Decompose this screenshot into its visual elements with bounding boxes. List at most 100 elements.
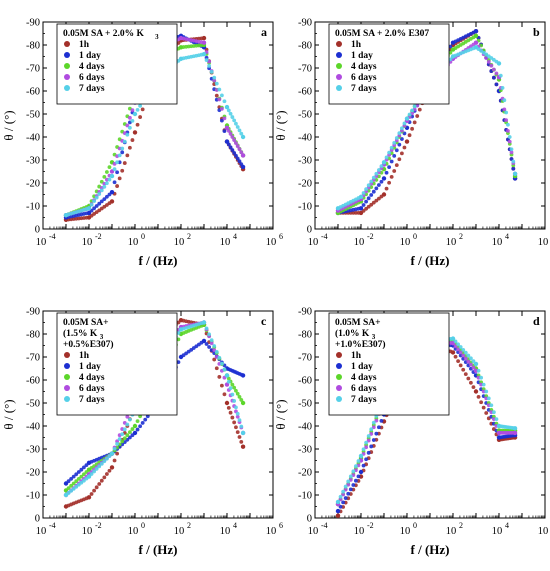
data-point-interp — [461, 367, 466, 372]
x-tick-label: 10 — [82, 237, 93, 248]
data-point — [109, 173, 115, 179]
y-tick-label: -10 — [26, 491, 40, 502]
data-point-interp — [364, 199, 369, 204]
legend-title-line: 0.05M SA+ — [335, 318, 381, 328]
data-point-interp — [235, 411, 240, 416]
x-tick-exponent: -2 — [367, 521, 374, 530]
data-point-interp — [115, 184, 120, 188]
data-point-interp — [230, 392, 235, 397]
data-point-interp — [99, 188, 104, 193]
data-point-interp — [92, 469, 97, 474]
data-point-interp — [481, 405, 486, 410]
data-point — [358, 194, 364, 199]
x-tick-exponent: 0 — [141, 232, 145, 241]
data-point-interp — [504, 110, 509, 115]
data-point-interp — [361, 447, 366, 452]
data-point-interp — [112, 446, 117, 451]
data-point — [86, 206, 92, 211]
y-tick-label: -70 — [298, 64, 312, 75]
y-tick-label: -80 — [298, 41, 312, 52]
data-point-interp — [407, 133, 412, 138]
legend-entry: 1h — [79, 351, 90, 361]
data-point-interp — [502, 107, 507, 112]
data-point-interp — [376, 168, 381, 172]
data-point-interp — [371, 425, 376, 430]
data-point-interp — [410, 108, 415, 113]
data-point-interp — [94, 204, 99, 208]
data-point — [473, 29, 479, 34]
data-point-interp — [125, 422, 130, 427]
legend-entry: 7 days — [351, 395, 377, 405]
y-tick-label: -90 — [298, 18, 312, 29]
data-point-interp — [226, 108, 231, 113]
legend-marker — [64, 363, 70, 369]
x-tick-label: 10 — [446, 526, 457, 537]
data-point-interp — [230, 382, 235, 387]
x-tick-label: 10 — [354, 526, 365, 537]
data-point-interp — [226, 128, 231, 133]
data-point-interp — [79, 474, 84, 479]
data-point-interp — [212, 75, 217, 80]
legend-marker — [64, 41, 70, 47]
x-axis-label: f / (Hz) — [411, 253, 450, 268]
y-tick-label: -10 — [26, 202, 40, 213]
data-point — [240, 444, 246, 449]
data-point-interp — [219, 106, 224, 111]
data-point — [109, 199, 115, 204]
data-point-interp — [494, 417, 499, 421]
data-point-interp — [491, 410, 496, 415]
y-tick-label: -60 — [26, 87, 40, 98]
data-point-interp — [130, 108, 135, 113]
data-point — [240, 400, 246, 406]
x-tick-label: 10 — [492, 526, 503, 537]
data-point — [404, 116, 410, 121]
x-tick-exponent: 0 — [413, 521, 417, 530]
y-tick-label: -80 — [26, 41, 40, 52]
data-point-interp — [239, 131, 244, 136]
data-point-interp — [135, 419, 140, 424]
x-tick-exponent: 2 — [187, 521, 191, 530]
data-point-interp — [461, 347, 466, 352]
legend-entry: 6 days — [351, 384, 377, 394]
data-point-interp — [217, 355, 222, 360]
data-point-interp — [384, 186, 389, 191]
x-tick-label: 10 — [266, 237, 277, 248]
data-point — [358, 453, 364, 459]
data-point-interp — [394, 136, 399, 140]
data-point-interp — [212, 78, 217, 83]
data-point-interp — [453, 354, 458, 359]
data-point-interp — [237, 159, 242, 164]
y-tick-label: -70 — [298, 353, 312, 364]
data-point-interp — [374, 171, 379, 176]
data-point-interp — [237, 128, 242, 133]
data-point-interp — [234, 121, 238, 126]
data-point-interp — [104, 170, 109, 174]
data-point-interp — [232, 118, 237, 123]
data-point-interp — [458, 345, 463, 349]
data-point-interp — [376, 183, 381, 187]
legend-entry: 4 days — [79, 62, 105, 72]
data-point-interp — [468, 362, 473, 367]
data-point-interp — [448, 57, 453, 62]
data-point-interp — [484, 389, 489, 394]
legend-marker — [336, 85, 342, 91]
data-point-interp — [219, 361, 224, 366]
data-point — [240, 430, 246, 436]
data-point — [335, 508, 341, 514]
y-tick-label: -50 — [26, 110, 40, 121]
data-point-interp — [366, 183, 371, 188]
data-point-interp — [364, 440, 369, 445]
data-point-interp — [135, 108, 140, 112]
data-point-interp — [89, 472, 94, 476]
data-point-interp — [125, 132, 130, 137]
data-point-interp — [66, 479, 71, 484]
data-point — [201, 35, 207, 41]
data-point-interp — [176, 41, 181, 45]
legend-entry: 4 days — [351, 62, 377, 72]
data-point-interp — [127, 417, 132, 422]
data-point-interp — [104, 181, 109, 186]
x-tick-label: 10 — [308, 526, 319, 537]
data-point-interp — [120, 150, 125, 155]
y-tick-label: -90 — [298, 307, 312, 318]
x-tick-exponent: 4 — [505, 521, 509, 530]
